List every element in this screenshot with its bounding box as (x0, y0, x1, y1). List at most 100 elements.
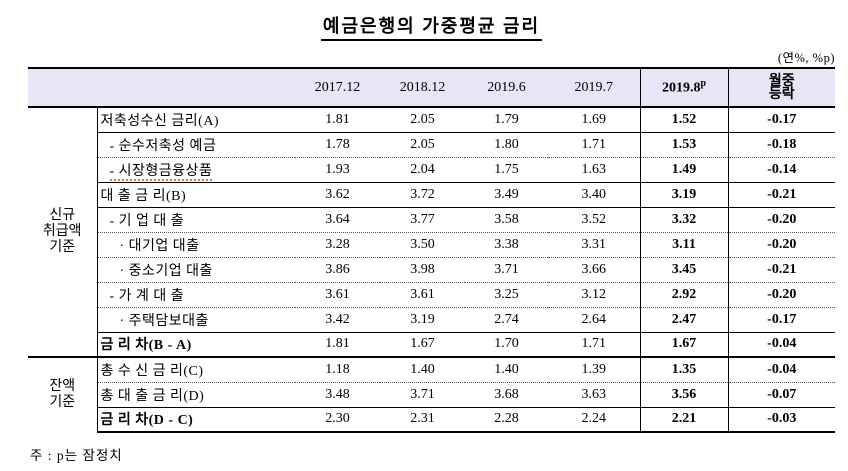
value-cell: -0.20 (727, 281, 835, 307)
value-cell: 3.64 (295, 206, 380, 232)
value-cell: 3.19 (639, 181, 728, 207)
value-cell: 2.64 (548, 306, 640, 332)
row-label: · 주택담보대출 (97, 306, 295, 332)
value-cell: 1.75 (465, 156, 548, 182)
value-cell: -0.14 (727, 156, 835, 182)
value-cell: 1.78 (295, 131, 380, 157)
value-cell: -0.03 (727, 406, 835, 433)
group-label-line: 기준 (49, 395, 76, 410)
value-cell: 3.77 (380, 206, 465, 232)
row-label: 총 대 출 금 리(D) (97, 381, 295, 407)
page-title: 예금은행의 가중평균 금리 (320, 12, 543, 41)
row-label: 대 출 금 리(B) (97, 181, 295, 207)
value-cell: 1.67 (380, 331, 465, 357)
title-container: 예금은행의 가중평균 금리 (28, 12, 835, 41)
row-label: - 가 계 대 출 (97, 281, 295, 307)
value-cell: 3.49 (465, 181, 548, 207)
row-label-text: 금 리 차(D - C) (100, 413, 194, 429)
value-cell: 1.53 (639, 131, 728, 157)
table-row: 금 리 차(D - C) 2.30 2.31 2.28 2.24 2.21 -0.03 (28, 406, 835, 433)
value-cell: -0.07 (727, 381, 835, 407)
unit-note: (연%, %p) (777, 51, 835, 65)
table-row: 금 리 차(B - A) 1.81 1.67 1.70 1.71 1.67 -0.04 (28, 331, 835, 357)
header-col-2019-6: 2019.6 (465, 67, 548, 108)
value-cell: 2.24 (548, 406, 640, 433)
value-cell: 3.38 (465, 231, 548, 257)
value-cell: 1.71 (548, 131, 640, 157)
row-label-text: - 기 업 대 출 (109, 213, 185, 229)
table-row: 잔액 기준 총 수 신 금 리(C) 1.18 1.40 1.40 1.39 1.35 -0.0… (28, 356, 835, 432)
table-row: · 주택담보대출 3.42 3.19 2.74 2.64 2.47 -0.17 (28, 306, 835, 332)
value-cell: 3.45 (639, 256, 728, 282)
value-cell: 3.52 (548, 206, 640, 232)
row-label: 금 리 차(B - A) (97, 331, 295, 357)
value-cell: 1.18 (295, 356, 380, 382)
row-group-label-balance: 잔액 기준 (28, 356, 98, 432)
row-label-text: 대 출 금 리(B) (100, 188, 187, 204)
value-cell: 2.05 (410, 111, 435, 127)
value-cell: 3.61 (380, 281, 465, 307)
header-col-2019-7: 2019.7 (548, 67, 640, 108)
row-label-text: - 시장형금융상품 (109, 163, 213, 181)
value-cell: 3.98 (380, 256, 465, 282)
group-label-line: 기준 (49, 240, 76, 255)
value-cell: 2.28 (465, 406, 548, 433)
value-cell: 1.81 (325, 111, 350, 127)
header-empty-cell (28, 67, 295, 108)
row-label: - 순수저축성 예금 (97, 131, 295, 157)
value-cell: 2.30 (295, 406, 380, 433)
value-cell: -0.04 (727, 331, 835, 357)
value-cell: 2.47 (639, 306, 728, 332)
value-cell: 3.28 (295, 231, 380, 257)
table-header: 2017.12 2018.12 2019.6 2019.7 2019.8p 월중… (28, 67, 835, 108)
value-cell: -0.04 (727, 356, 835, 382)
value-cell: 2.31 (380, 406, 465, 433)
value-cell: 3.61 (295, 281, 380, 307)
value-cell: 3.25 (465, 281, 548, 307)
table-row: - 가 계 대 출 3.61 3.61 3.25 3.12 2.92 -0.20 (28, 281, 835, 307)
value-cell: 3.31 (548, 231, 640, 257)
table-row: - 기 업 대 출 3.64 3.77 3.58 3.52 3.32 -0.20 (28, 206, 835, 232)
weighted-average-rate-table: 2017.12 2018.12 2019.6 2019.7 2019.8p 월중… (28, 67, 835, 433)
value-cell: 1.49 (639, 156, 728, 182)
group-label-line: 잔액 (49, 379, 76, 394)
value-cell: 1.69 (581, 111, 607, 127)
header-col-2018-12: 2018.12 (380, 67, 465, 108)
value-cell: 2.04 (380, 156, 465, 182)
value-cell: 3.58 (465, 206, 548, 232)
value-cell: 1.63 (548, 156, 640, 182)
provisional-superscript: p (700, 78, 707, 90)
value-cell: 3.40 (548, 181, 640, 207)
row-label: - 기 업 대 출 (97, 206, 295, 232)
row-label-text: 금 리 차(B - A) (100, 338, 192, 354)
table-row: · 중소기업 대출 3.86 3.98 3.71 3.66 3.45 -0.21 (28, 256, 835, 282)
group-label-line: 취급액 (42, 224, 82, 239)
value-cell: 3.71 (380, 381, 465, 407)
table-row: 신규 취급액 기준 저축성수신 금리(A) 1.81 2.05 1.79 1.69 1.52 -0… (28, 107, 835, 357)
row-group-label-new-transactions: 신규 취급액 기준 (28, 107, 98, 357)
value-cell: 3.63 (548, 381, 640, 407)
table-row: · 대기업 대출 3.28 3.50 3.38 3.31 3.11 -0.20 (28, 231, 835, 257)
row-label-text: · 중소기업 대출 (119, 263, 213, 279)
value-cell: 3.42 (295, 306, 380, 332)
group-label-line: 신규 (49, 208, 76, 223)
header-col-monthly-change: 월중 등락 (727, 67, 835, 108)
value-cell: -0.17 (727, 107, 835, 132)
value-cell: -0.17 (727, 306, 835, 332)
value-cell: -0.18 (727, 131, 835, 157)
provisional-date-text: 2019.8 (661, 80, 701, 96)
value-cell: 3.66 (548, 256, 640, 282)
value-cell: 2.92 (639, 281, 728, 307)
header-col-2019-8-provisional: 2019.8p (639, 67, 728, 108)
header-col-2017-12: 2017.12 (295, 67, 380, 108)
value-cell: 3.56 (639, 381, 728, 407)
value-cell: 3.32 (639, 206, 728, 232)
monthly-change-line2: 등락 (768, 86, 795, 102)
row-label-text: 총 대 출 금 리(D) (100, 388, 205, 404)
value-cell: 3.86 (295, 256, 380, 282)
value-cell: 1.52 (639, 107, 728, 132)
row-label: 저축성수신 금리(A) (97, 107, 295, 132)
value-cell: 1.35 (639, 356, 728, 382)
footnote: 주 : p는 잠정치 (30, 448, 123, 463)
